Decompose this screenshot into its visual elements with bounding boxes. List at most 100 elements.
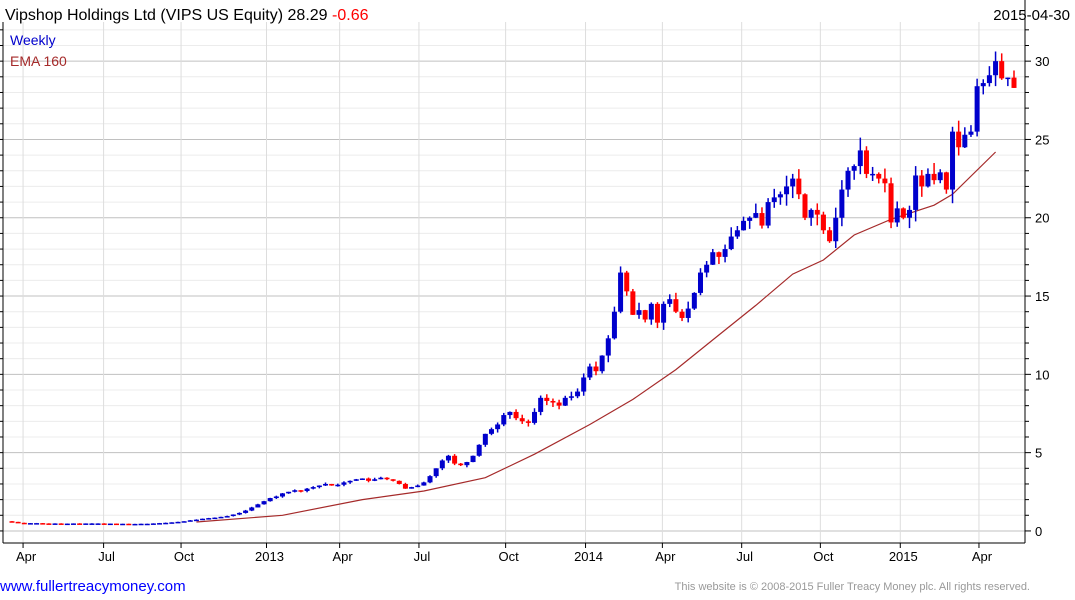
candle-body: [968, 131, 974, 135]
candle-up: [906, 205, 912, 229]
candle-up: [808, 208, 814, 226]
candle-body: [532, 411, 538, 423]
candle-body: [513, 411, 519, 419]
y-tick-label: 15: [1035, 289, 1049, 304]
x-tick-label: 2013: [255, 549, 284, 564]
candle-up: [409, 486, 415, 489]
x-tick-label: 2015: [889, 549, 918, 564]
candle-up: [120, 523, 126, 526]
candle-body: [777, 194, 783, 198]
candle-body: [667, 299, 673, 304]
candle-body: [950, 131, 956, 190]
candle-body: [956, 131, 962, 148]
candle-up: [273, 495, 279, 499]
candle-body: [433, 468, 439, 477]
candle-body: [169, 522, 175, 524]
candle-up: [691, 292, 697, 310]
candle-up: [851, 164, 857, 180]
site-link[interactable]: www.fullertreacymoney.com: [0, 578, 186, 595]
candle-down: [900, 207, 906, 220]
candle-up: [445, 454, 451, 463]
candle-body: [58, 523, 64, 525]
candle-up: [1005, 77, 1011, 87]
candle-up: [236, 512, 242, 516]
candle-up: [107, 523, 113, 526]
candle-body: [89, 523, 95, 525]
candle-body: [550, 400, 556, 403]
candle-up: [581, 373, 587, 396]
candle-body: [83, 523, 89, 525]
candle-body: [206, 518, 212, 520]
candle-up: [200, 518, 206, 521]
candle-down: [390, 479, 396, 482]
candle-body: [845, 170, 851, 190]
candle-body: [900, 208, 906, 218]
candle-down: [40, 523, 46, 525]
candle-body: [857, 150, 863, 167]
candle-body: [771, 197, 777, 203]
candle-body: [323, 483, 329, 486]
candle-down: [863, 146, 869, 179]
candle-body: [581, 377, 587, 392]
candle-body: [587, 366, 593, 378]
candle-up: [439, 459, 445, 471]
candle-body: [236, 512, 242, 515]
candle-down: [882, 168, 888, 193]
y-tick-label: 30: [1035, 54, 1049, 69]
candle-body: [710, 252, 716, 265]
candle-body: [390, 479, 396, 481]
candle-up: [587, 363, 593, 381]
candle-up: [839, 180, 845, 227]
candle-down: [802, 193, 808, 221]
candle-down: [402, 482, 408, 489]
candle-up: [741, 216, 747, 231]
candle-body: [445, 455, 451, 461]
x-tick-label: Jul: [736, 549, 753, 564]
x-tick-label: Jul: [98, 549, 115, 564]
candle-down: [384, 477, 390, 481]
candle-up: [359, 478, 365, 480]
candle-body: [101, 523, 107, 525]
candle-body: [52, 523, 58, 525]
candle-down: [673, 292, 679, 314]
candle-body: [366, 478, 372, 481]
candle-up: [132, 523, 138, 526]
candle-body: [9, 521, 15, 523]
candle-up: [937, 169, 943, 184]
candle-down: [820, 211, 826, 234]
candle-body: [741, 220, 747, 231]
candle-body: [175, 521, 181, 524]
candle-up: [501, 412, 507, 427]
candle-body: [611, 311, 617, 339]
candle-up: [734, 226, 740, 239]
candle-up: [974, 78, 980, 137]
candle-body: [458, 463, 464, 466]
candle-down: [630, 288, 636, 316]
candle-body: [734, 230, 740, 237]
candle-up: [611, 306, 617, 340]
candle-up: [913, 166, 919, 222]
candle-body: [107, 523, 113, 526]
candle-body: [495, 424, 501, 430]
candle-up: [894, 201, 900, 227]
candle-body: [980, 83, 986, 87]
candle-body: [138, 523, 144, 526]
candle-body: [624, 272, 630, 292]
candle-body: [482, 433, 488, 445]
candle-up: [310, 486, 316, 490]
candle-up: [636, 302, 642, 319]
candle-body: [329, 483, 335, 486]
candle-body: [913, 175, 919, 210]
candle-body: [562, 397, 568, 406]
candle-down: [114, 523, 120, 526]
candle-up: [784, 175, 790, 206]
candle-down: [679, 309, 685, 322]
candle-up: [753, 203, 759, 219]
candle-up: [304, 487, 310, 493]
candle-down: [513, 409, 519, 421]
last-price: 28.29: [288, 7, 328, 24]
candle-body: [747, 217, 753, 221]
candle-body: [1005, 77, 1011, 80]
candle-body: [316, 485, 322, 488]
candle-body: [452, 455, 458, 464]
